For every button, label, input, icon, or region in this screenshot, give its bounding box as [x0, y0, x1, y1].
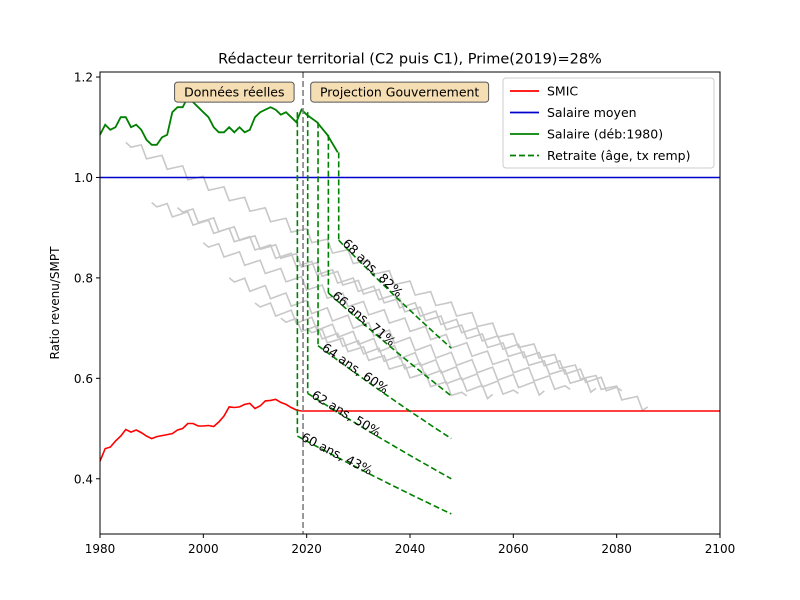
y-tick-label-4: 1.2 — [74, 71, 93, 85]
other-career-line-5 — [254, 301, 519, 396]
retraite-curve-0 — [297, 435, 452, 515]
annotations: Données réelles Projection Gouvernement — [174, 81, 490, 103]
retraite-curve-2 — [317, 345, 452, 440]
retraite-curve-4 — [338, 239, 452, 349]
retraite-curve-3 — [327, 292, 452, 397]
y-tick-label-0: 0.4 — [74, 472, 93, 486]
other-career-line-3 — [202, 242, 571, 391]
chart-title: Rédacteur territorial (C2 puis C1), Prim… — [218, 52, 602, 68]
annotation-text-1: Projection Gouvernement — [320, 85, 479, 100]
x-tick-label-6: 2100 — [705, 542, 736, 556]
legend-label-1: Salaire moyen — [547, 105, 637, 120]
other-career-line-7 — [306, 327, 468, 397]
x-tick-label-3: 2040 — [395, 542, 426, 556]
x-tick-label-4: 2060 — [498, 542, 529, 556]
smic-line — [100, 398, 720, 462]
other-career-line-4 — [228, 277, 545, 397]
other-career-line-0 — [125, 141, 649, 412]
annotation-text-0: Données réelles — [184, 85, 284, 100]
axes: 1980 2000 2020 2040 2060 2080 2100 0.4 0.6 0.8 1.0… — [74, 71, 735, 556]
y-tick-label-3: 1.0 — [74, 171, 93, 185]
x-tick-label-0: 1980 — [85, 542, 116, 556]
annotation-box-0 — [174, 81, 295, 103]
legend-label-3: Retraite (âge, tx remp) — [547, 148, 690, 163]
annotation-box-1 — [310, 81, 490, 103]
x-tick-label-1: 2000 — [188, 542, 219, 556]
legend-label-0: SMIC — [547, 84, 578, 99]
other-career-line-1 — [151, 201, 623, 392]
x-tick-label-2: 2020 — [291, 542, 322, 556]
x-tick-label-5: 2080 — [601, 542, 632, 556]
legend: SMIC Salaire moyen Salaire (déb:1980) Retra… — [502, 77, 715, 169]
y-axis-label: Ratio revenu/SMPT — [48, 246, 62, 360]
plot-area — [100, 72, 720, 534]
salaire-line — [100, 95, 339, 153]
other-career-line-2 — [176, 206, 597, 394]
y-tick-label-2: 0.8 — [74, 271, 93, 285]
y-tick-label-1: 0.6 — [74, 372, 93, 386]
legend-label-2: Salaire (déb:1980) — [547, 127, 663, 142]
retraite-curve-1 — [307, 392, 452, 480]
legend-box — [502, 77, 715, 169]
